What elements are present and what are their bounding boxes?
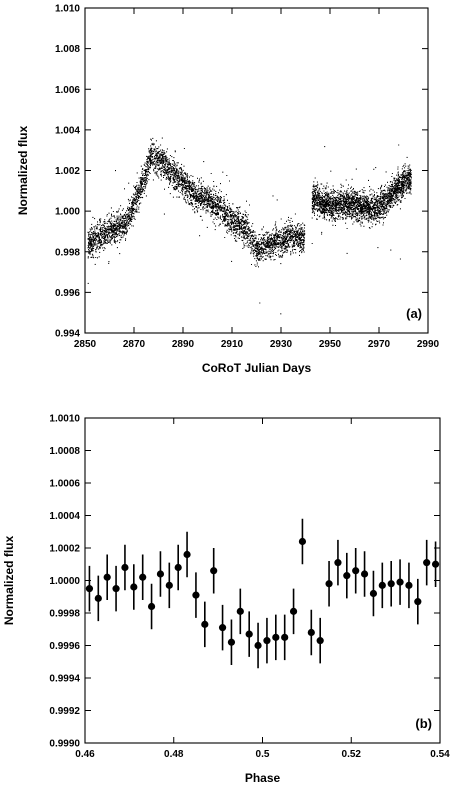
b-y-tick-label: 0.9994 (49, 674, 80, 685)
a-flux-points (87, 137, 412, 315)
a-y-axis-label: Normalized flux (16, 126, 30, 216)
a-x-tick-label: 2970 (368, 339, 391, 350)
b-y-tick-label: 1.0004 (49, 511, 80, 522)
a-x-tick-label: 2890 (172, 339, 195, 350)
a-y-tick-label: 1.006 (55, 85, 80, 96)
b-data-point (121, 563, 129, 572)
b-data-point (423, 559, 431, 567)
a-data-points (87, 137, 412, 315)
b-x-tick-label: 0.54 (430, 749, 450, 760)
b-y-tick-label: 1.0002 (49, 544, 80, 555)
b-x-tick-label: 0.48 (164, 749, 184, 760)
b-data-point (378, 581, 386, 589)
b-data-point (103, 573, 111, 581)
b-data-point (236, 607, 244, 615)
a-x-tick-label: 2990 (417, 339, 440, 350)
a-x-tick-label: 2930 (270, 339, 293, 350)
a-plot-frame (84, 7, 429, 334)
a-x-tick-label: 2870 (123, 339, 146, 350)
b-data-point (360, 570, 369, 578)
b-data-point (227, 638, 236, 646)
b-panel-label: (b) (415, 716, 432, 731)
b-axis-ticks: 0.46 0.48 0.5 0.52 0.54 0.9990 0.9992 0.9994 0.9… (49, 414, 450, 761)
a-y-tick-label: 1.010 (55, 4, 80, 15)
b-x-tick-label: 0.5 (256, 749, 270, 760)
b-data-point (369, 589, 378, 598)
a-y-tick-label: 1.002 (55, 166, 80, 177)
b-data-point (112, 585, 120, 593)
b-data-point (94, 594, 102, 602)
a-x-axis-label: CoRoT Julian Days (202, 361, 312, 375)
b-data-point (156, 570, 165, 578)
b-y-tick-label: 1.0010 (49, 414, 80, 425)
b-data-point (352, 567, 360, 575)
b-data-point (85, 585, 94, 593)
b-data-point (414, 598, 422, 606)
b-x-tick-label: 0.52 (342, 749, 362, 760)
a-y-tick-label: 1.000 (55, 207, 80, 218)
b-data-point (183, 550, 191, 559)
a-y-tick-label: 1.008 (55, 44, 80, 55)
b-data-point (210, 567, 218, 575)
b-data-point (174, 563, 182, 572)
b-y-tick-label: 0.9998 (49, 609, 80, 620)
b-data-point (263, 637, 271, 645)
b-y-axis-label: Normalized flux (2, 536, 16, 626)
a-axis-ticks: 2850 2870 2890 2910 2930 2950 2970 2990 0.994 0.9… (55, 4, 440, 351)
b-plot-frame (84, 417, 441, 744)
b-y-tick-label: 1.0000 (49, 576, 80, 587)
a-y-tick-label: 0.998 (55, 247, 80, 258)
b-data-point (334, 559, 342, 567)
b-data-point (218, 624, 227, 632)
b-data-point (387, 580, 395, 588)
b-data-point (298, 537, 307, 546)
a-y-tick-label: 0.994 (55, 329, 80, 340)
panel-b: 0.46 0.48 0.5 0.52 0.54 0.9990 0.9992 0.9994 0.9… (2, 414, 450, 786)
b-y-tick-label: 1.0006 (49, 479, 80, 490)
a-y-tick-label: 0.996 (55, 288, 80, 299)
b-x-axis-label: Phase (245, 771, 281, 785)
b-data-point (431, 560, 440, 568)
a-x-tick-label: 2910 (221, 339, 244, 350)
b-data-point (405, 581, 413, 589)
b-data-point (147, 602, 156, 611)
b-data-point (325, 580, 333, 588)
b-data-point (343, 572, 351, 580)
b-y-tick-label: 0.9990 (49, 739, 80, 750)
b-data-point (289, 607, 298, 615)
a-x-tick-label: 2850 (74, 339, 97, 350)
b-data-point (272, 633, 280, 641)
b-data-point (201, 620, 209, 628)
b-data-point (192, 591, 200, 599)
b-data-point (316, 637, 324, 645)
b-y-tick-label: 0.9996 (49, 641, 80, 652)
b-data-point (139, 573, 147, 581)
b-data-point (254, 641, 262, 650)
b-data-point (396, 578, 404, 586)
b-data-point (281, 633, 289, 641)
b-x-tick-label: 0.46 (75, 749, 95, 760)
b-data-point (130, 583, 138, 591)
b-y-tick-label: 0.9992 (49, 706, 80, 717)
a-panel-label: (a) (406, 306, 422, 321)
b-data-points (85, 518, 440, 669)
a-x-tick-label: 2950 (319, 339, 342, 350)
b-y-tick-label: 1.0008 (49, 446, 80, 457)
b-data-point (165, 581, 173, 589)
a-y-tick-label: 1.004 (55, 125, 80, 136)
b-data-point (245, 630, 253, 638)
b-data-point (307, 628, 315, 637)
panel-a: 2850 2870 2890 2910 2930 2950 2970 2990 0.994 0.9… (16, 4, 440, 376)
